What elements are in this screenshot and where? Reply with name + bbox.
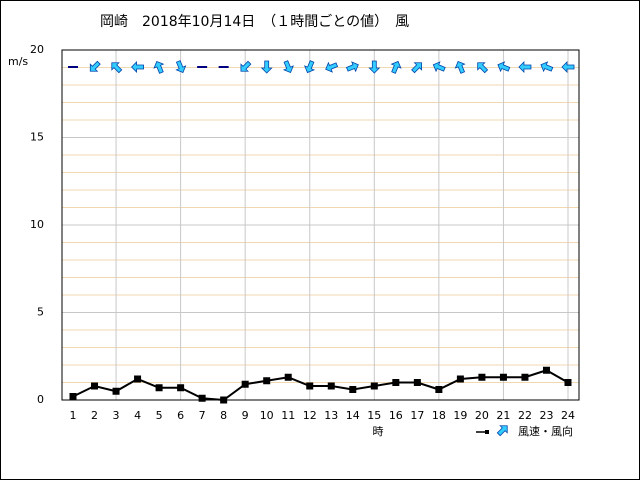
speed-point — [499, 373, 507, 381]
direction-arrow — [175, 60, 187, 74]
speed-line — [72, 369, 569, 402]
x-tick-label: 1 — [70, 409, 77, 422]
direction-arrow — [561, 61, 575, 73]
speed-point — [521, 373, 529, 381]
speed-point — [392, 379, 400, 386]
x-tick-label: 11 — [281, 409, 295, 422]
x-tick-label: 22 — [518, 409, 532, 422]
speed-point — [69, 393, 77, 400]
x-tick-label: 21 — [496, 409, 510, 422]
direction-arrow — [454, 60, 466, 74]
y-tick-label: 10 — [30, 218, 44, 231]
speed-point — [435, 386, 443, 393]
direction-arrow — [130, 61, 144, 73]
speed-point — [241, 380, 249, 388]
y-tick-label: 5 — [37, 306, 44, 319]
x-tick-label: 15 — [367, 409, 381, 422]
y-tick-label: 0 — [37, 393, 44, 406]
x-tick-label: 18 — [432, 409, 446, 422]
x-tick-label: 19 — [453, 409, 467, 422]
direction-arrow — [240, 60, 252, 72]
x-tick-label: 6 — [177, 409, 184, 422]
x-axis-label: 時 — [373, 425, 384, 438]
direction-arrow — [477, 62, 489, 74]
x-tick-label: 24 — [561, 409, 575, 422]
speed-point — [542, 366, 550, 374]
speed-point — [134, 375, 142, 383]
speed-point — [284, 373, 292, 381]
speed-point — [263, 377, 271, 385]
x-tick-label: 23 — [539, 409, 553, 422]
x-tick-label: 10 — [260, 409, 274, 422]
x-tick-label: 7 — [199, 409, 206, 422]
direction-arrow — [89, 60, 101, 72]
speed-point — [198, 394, 206, 402]
x-tick-label: 13 — [324, 409, 338, 422]
y-tick-label: 15 — [30, 131, 44, 144]
direction-arrow — [111, 62, 123, 74]
x-tick-label: 14 — [346, 409, 360, 422]
x-tick-label: 3 — [113, 409, 120, 422]
plot-area — [61, 49, 580, 401]
speed-point — [177, 384, 185, 392]
y-tick-label: 20 — [30, 43, 44, 56]
speed-point — [456, 375, 464, 383]
x-tick-label: 16 — [389, 409, 403, 422]
direction-arrow — [153, 60, 165, 74]
x-tick-label: 20 — [475, 409, 489, 422]
legend-label: 風速・風向 — [518, 424, 573, 438]
speed-point — [370, 382, 378, 390]
x-tick-label: 4 — [134, 409, 141, 422]
direction-arrow — [411, 62, 422, 74]
direction-arrow — [390, 60, 402, 74]
speed-point — [327, 382, 335, 390]
legend-point — [485, 430, 489, 434]
direction-arrow — [497, 61, 511, 73]
speed-point — [155, 384, 163, 392]
direction-arrow — [432, 61, 446, 73]
speed-point — [112, 387, 120, 395]
speed-point — [349, 386, 357, 393]
x-tick-label: 5 — [156, 409, 163, 422]
direction-arrow — [325, 61, 339, 73]
chart-title: 岡崎 2018年10月14日 （１時間ごとの値） 風 — [100, 14, 409, 30]
speed-point — [220, 396, 228, 404]
direction-arrow — [368, 60, 381, 74]
x-tick-label: 8 — [220, 409, 227, 422]
speed-point — [413, 379, 421, 386]
direction-arrow — [518, 61, 532, 73]
direction-arrow — [345, 61, 359, 73]
speed-point — [306, 382, 314, 390]
legend-arrow — [496, 425, 508, 437]
speed-point — [564, 379, 572, 386]
speed-point — [478, 373, 486, 381]
direction-arrow — [303, 60, 316, 74]
direction-arrow — [260, 60, 273, 74]
x-tick-label: 9 — [242, 409, 249, 422]
direction-arrow — [282, 60, 294, 74]
direction-arrow — [540, 61, 554, 73]
y-axis-label: m/s — [8, 55, 28, 68]
speed-point — [91, 382, 99, 390]
x-tick-label: 17 — [410, 409, 424, 422]
x-tick-label: 12 — [303, 409, 317, 422]
x-tick-label: 2 — [91, 409, 98, 422]
